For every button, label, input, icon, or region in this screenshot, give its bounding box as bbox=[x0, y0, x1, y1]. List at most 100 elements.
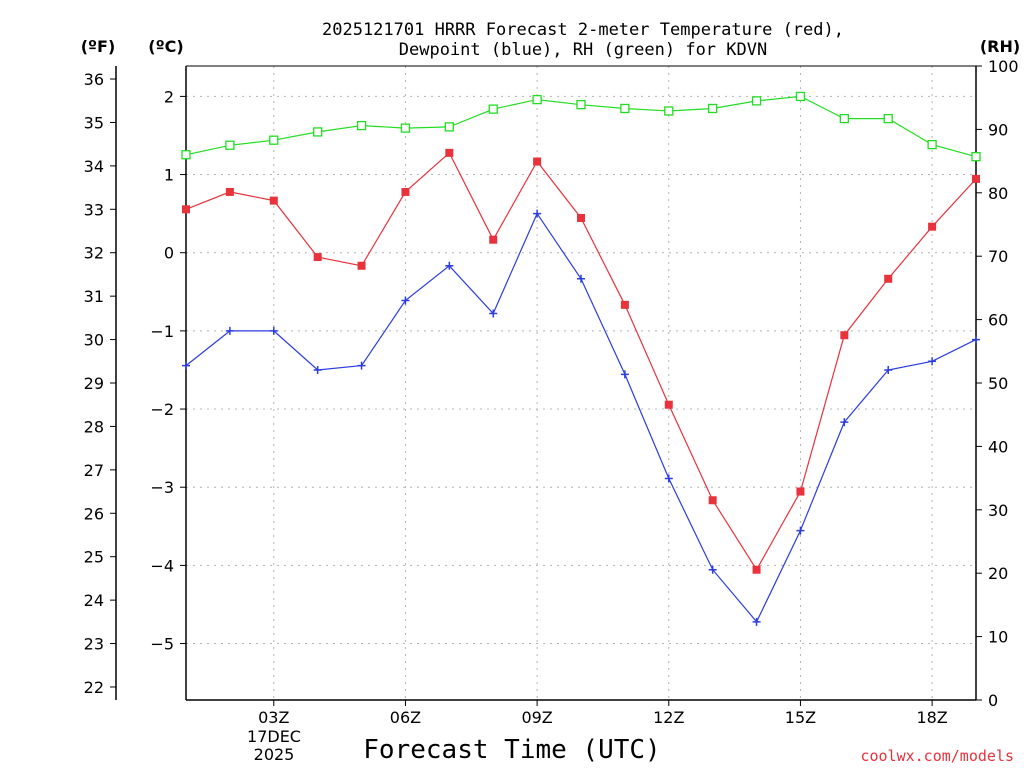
fahrenheit-tick-label: 33 bbox=[84, 200, 104, 219]
dewpoint-point bbox=[708, 565, 717, 574]
x-tick-label: 15Z bbox=[785, 708, 816, 727]
temperature-point bbox=[313, 253, 322, 262]
rh-point bbox=[620, 103, 630, 114]
rh-point bbox=[664, 106, 674, 116]
fahrenheit-tick-label: 23 bbox=[84, 635, 104, 654]
rh-point bbox=[532, 94, 542, 105]
x-tick-label: 06Z bbox=[390, 708, 421, 727]
dewpoint-point bbox=[182, 361, 190, 370]
rh-point bbox=[576, 100, 586, 110]
rh-tick-label: 90 bbox=[988, 120, 1008, 139]
dewpoint-point bbox=[533, 209, 542, 218]
rh-point bbox=[181, 150, 191, 160]
temperature-point bbox=[489, 235, 498, 244]
fahrenheit-unit-label: (ºF) bbox=[81, 37, 116, 56]
celsius-unit-label: (ºC) bbox=[148, 37, 183, 56]
dewpoint-point bbox=[620, 370, 629, 379]
dewpoint-point bbox=[840, 418, 849, 427]
dewpoint-point bbox=[269, 326, 278, 335]
axes: 03Z 06Z 09Z 12Z 15Z 18Z210−1−2−3−4−5363534333… bbox=[84, 57, 1019, 727]
fahrenheit-tick-label: 34 bbox=[84, 157, 104, 176]
celsius-tick-label: −3 bbox=[150, 478, 174, 497]
date-year-label: 2025 bbox=[254, 745, 295, 764]
rh-tick-label: 80 bbox=[988, 184, 1008, 203]
x-tick-label: 09Z bbox=[521, 708, 552, 727]
celsius-tick-label: −1 bbox=[150, 322, 174, 341]
fahrenheit-tick-label: 28 bbox=[84, 417, 104, 436]
fahrenheit-tick-label: 24 bbox=[84, 591, 104, 610]
fahrenheit-tick-label: 22 bbox=[84, 678, 104, 697]
rh-tick-label: 30 bbox=[988, 501, 1008, 520]
rh-tick-label: 40 bbox=[988, 437, 1008, 456]
rh-point bbox=[269, 135, 279, 145]
temperature-point bbox=[357, 261, 366, 270]
x-tick-label: 18Z bbox=[916, 708, 947, 727]
x-axis-label: Forecast Time (UTC) bbox=[363, 735, 660, 765]
fahrenheit-tick-label: 25 bbox=[84, 548, 104, 567]
dewpoint-point bbox=[445, 261, 454, 270]
rh-unit-label: (RH) bbox=[980, 37, 1020, 56]
temperature-point bbox=[884, 274, 893, 283]
dewpoint-point bbox=[664, 474, 673, 483]
dewpoint-point bbox=[489, 309, 498, 318]
x-tick-label: 12Z bbox=[653, 708, 684, 727]
dewpoint-point bbox=[401, 296, 410, 305]
fahrenheit-tick-label: 30 bbox=[84, 331, 104, 350]
rh-point bbox=[883, 113, 893, 124]
rh-point bbox=[795, 91, 806, 102]
dewpoint-point bbox=[357, 361, 366, 370]
x-tick-label: 03Z bbox=[258, 708, 289, 727]
grid-lines bbox=[186, 66, 976, 700]
date-day-label: 17DEC bbox=[247, 727, 301, 746]
fahrenheit-tick-label: 32 bbox=[84, 244, 104, 263]
rh-tick-label: 0 bbox=[988, 691, 998, 710]
celsius-tick-label: −4 bbox=[150, 556, 174, 575]
dewpoint-point bbox=[313, 365, 322, 374]
temperature-point bbox=[533, 157, 542, 166]
temperature-point bbox=[182, 205, 190, 214]
temperature-point bbox=[577, 213, 585, 222]
temperature-point bbox=[225, 187, 234, 196]
dewpoint-point bbox=[884, 365, 893, 374]
dewpoint-point bbox=[972, 335, 980, 344]
rh-tick-label: 50 bbox=[988, 374, 1008, 393]
credit-label: coolwx.com/models bbox=[860, 747, 1014, 765]
dewpoint-point bbox=[225, 326, 234, 335]
rh-point bbox=[927, 139, 937, 150]
rh-point bbox=[400, 123, 411, 133]
rh-point bbox=[708, 103, 718, 114]
temperature-point bbox=[796, 487, 805, 496]
temperature-point bbox=[708, 496, 717, 505]
temperature-point bbox=[620, 300, 629, 309]
temperature-point bbox=[269, 196, 278, 205]
celsius-tick-label: 0 bbox=[164, 244, 174, 263]
fahrenheit-tick-label: 27 bbox=[84, 461, 104, 480]
fahrenheit-tick-label: 35 bbox=[84, 113, 104, 132]
rh-tick-label: 60 bbox=[988, 311, 1008, 330]
temperature-point bbox=[752, 565, 761, 574]
dewpoint-point bbox=[796, 526, 805, 535]
rh-point bbox=[488, 104, 498, 114]
data-series bbox=[181, 91, 981, 626]
fahrenheit-tick-label: 26 bbox=[84, 504, 104, 523]
rh-tick-label: 100 bbox=[988, 57, 1019, 76]
fahrenheit-tick-label: 29 bbox=[84, 374, 104, 393]
rh-point bbox=[313, 127, 323, 137]
rh-point bbox=[444, 122, 454, 132]
temperature-point bbox=[840, 331, 849, 340]
fahrenheit-tick-label: 36 bbox=[84, 70, 104, 89]
temperature-point bbox=[928, 222, 937, 231]
fahrenheit-tick-label: 31 bbox=[84, 287, 104, 306]
rh-tick-label: 20 bbox=[988, 564, 1008, 583]
rh-point bbox=[751, 96, 762, 106]
rh-tick-label: 70 bbox=[988, 247, 1008, 266]
temperature-point bbox=[445, 148, 454, 157]
rh-point bbox=[225, 140, 235, 150]
rh-point bbox=[839, 113, 849, 124]
dewpoint-point bbox=[928, 357, 937, 366]
temperature-point bbox=[664, 400, 673, 409]
celsius-tick-label: −2 bbox=[150, 400, 174, 419]
chart-title-line2: Dewpoint (blue), RH (green) for KDVN bbox=[399, 40, 767, 60]
dewpoint-point bbox=[752, 617, 761, 626]
